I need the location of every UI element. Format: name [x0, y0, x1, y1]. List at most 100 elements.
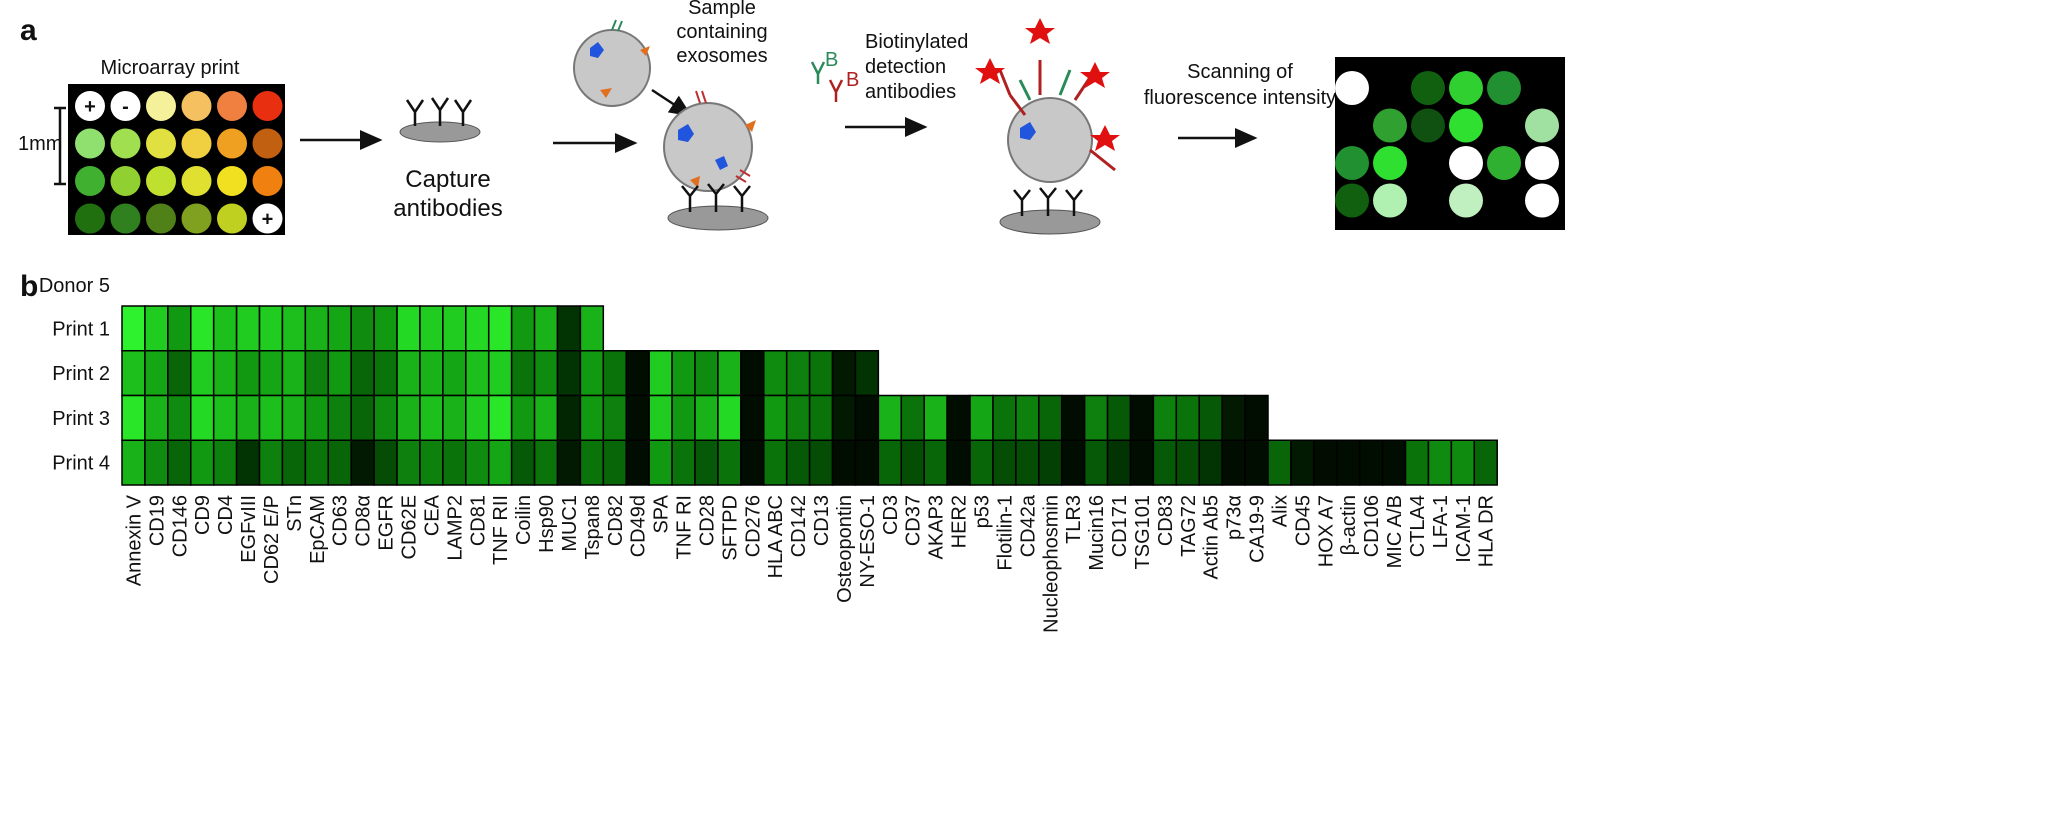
- column-label: SPA: [651, 494, 673, 533]
- heat-cell: [281, 305, 307, 352]
- heat-cell: [487, 350, 513, 397]
- heat-cell: [419, 305, 444, 352]
- heat-cell: [694, 350, 719, 397]
- column-label: EGFR: [376, 495, 398, 551]
- column-label: CD3: [880, 495, 902, 535]
- heat-cell: [533, 305, 559, 352]
- heat-cell: [258, 394, 284, 441]
- array-dot: [252, 166, 283, 196]
- heat-cell: [190, 439, 215, 486]
- scan-dots: [1335, 71, 1559, 218]
- array-dot: [252, 91, 283, 121]
- heat-cell: [556, 439, 582, 486]
- column-label: MIC A/B: [1384, 495, 1406, 568]
- column-label: CD37: [903, 495, 925, 546]
- array-dot: [181, 203, 212, 234]
- heat-cell: [327, 394, 352, 441]
- heat-cell: [556, 305, 582, 352]
- step-text: fluorescence intensity: [1144, 87, 1336, 109]
- heat-cell: [763, 350, 788, 397]
- heat-cell: [465, 394, 490, 441]
- heat-cell: [1381, 439, 1407, 486]
- heat-cell: [121, 350, 146, 397]
- scan-dot: [1373, 108, 1407, 143]
- step-text: Capture: [405, 166, 490, 193]
- heat-cell: [1198, 439, 1223, 486]
- heat-cell: [350, 350, 375, 397]
- heat-cell: [1450, 439, 1476, 486]
- array-dot: [217, 203, 247, 234]
- panel-label: a: [20, 14, 37, 47]
- antibody: [810, 61, 826, 84]
- scan-dot: [1411, 71, 1445, 105]
- column-label: CD142: [788, 495, 810, 557]
- scan-dot: [1449, 183, 1483, 218]
- column-label: TAG72: [1178, 495, 1200, 557]
- heat-cell: [1106, 439, 1132, 486]
- scan-dot: [1525, 108, 1559, 143]
- capture-antibodies: [399, 97, 481, 143]
- heat-cell: [740, 439, 765, 486]
- heat-cell: [854, 350, 880, 397]
- column-label: CD81: [467, 495, 489, 546]
- heat-cell: [992, 439, 1017, 486]
- heat-cell: [946, 439, 971, 486]
- column-label: SFTPD: [719, 495, 741, 561]
- heat-cell: [969, 394, 994, 441]
- column-label: p73α: [1224, 495, 1246, 540]
- heat-cell: [442, 439, 467, 486]
- heat-cell: [304, 305, 330, 352]
- heat-cell: [212, 305, 238, 352]
- column-label: CTLA4: [1407, 495, 1429, 557]
- heat-cell: [235, 439, 261, 486]
- step-text: Scanning of: [1187, 61, 1293, 83]
- column-label: CD45: [1292, 495, 1314, 546]
- step-text: antibodies: [865, 81, 956, 103]
- heat-cell: [533, 439, 559, 486]
- heat-cell: [144, 305, 169, 352]
- column-label: CD146: [169, 495, 191, 557]
- array-dot: [181, 128, 212, 159]
- heat-cell: [556, 394, 582, 441]
- scan-dot: [1373, 146, 1407, 180]
- heat-cell: [763, 439, 788, 486]
- heat-cell: [212, 350, 238, 397]
- heat-cell: [625, 439, 650, 486]
- heat-cell: [877, 394, 903, 441]
- column-label: p53: [972, 495, 994, 528]
- heat-cell: [740, 394, 765, 441]
- heat-cell: [327, 439, 352, 486]
- column-label: CD62 E/P: [261, 495, 283, 584]
- dot-sign: +: [84, 96, 96, 118]
- heat-cell: [1152, 439, 1178, 486]
- heat-cell: [877, 439, 903, 486]
- array-dot: [217, 91, 247, 121]
- column-label: CD83: [1155, 495, 1177, 546]
- heat-cell: [785, 350, 811, 397]
- heat-cell: [281, 350, 307, 397]
- heat-cell: [671, 439, 696, 486]
- heat-cell: [717, 350, 742, 397]
- heat-cell: [717, 439, 742, 486]
- heat-cell: [1221, 439, 1246, 486]
- dot-sign: -: [122, 96, 129, 118]
- heat-cell: [396, 394, 421, 441]
- heat-cell: [1129, 439, 1155, 486]
- column-label: CEA: [421, 494, 443, 536]
- dot-sign: +: [262, 209, 274, 231]
- heat-cell: [1083, 394, 1109, 441]
- column-label: MUC1: [559, 495, 581, 552]
- heat-cell: [258, 350, 284, 397]
- array-dot: [146, 128, 176, 159]
- step-text: antibodies: [393, 195, 502, 222]
- antibody: [828, 79, 844, 102]
- heat-cell: [396, 439, 421, 486]
- heat-cell: [258, 305, 284, 352]
- column-label: β-actin: [1338, 495, 1360, 555]
- heat-cell: [144, 394, 169, 441]
- step-text: containing: [676, 21, 767, 43]
- heat-cell: [190, 350, 215, 397]
- heat-cell: [1290, 439, 1315, 486]
- heat-cell: [487, 439, 513, 486]
- panel-label: b: [20, 270, 38, 303]
